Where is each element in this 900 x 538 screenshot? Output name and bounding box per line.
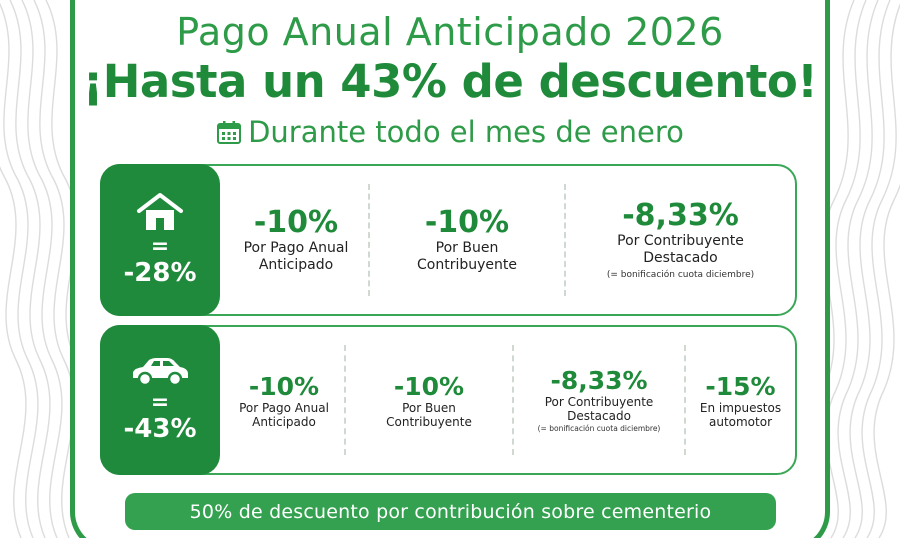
discount-label: Por Contribuyente	[544, 395, 654, 409]
property-item-advance-payment: -10% Por Pago Anual Anticipado	[224, 166, 368, 314]
discount-label: Anticipado	[252, 414, 316, 429]
property-badge: = -28%	[100, 164, 220, 316]
discount-label: Por Contribuyente	[617, 233, 744, 249]
discount-label: Por Buen	[435, 240, 499, 256]
discount-percent: -10%	[424, 205, 510, 240]
property-discount-panel: = -28% -10% Por Pago Anual Anticipado -1…	[100, 164, 797, 316]
discount-label: En impuestos	[699, 400, 782, 415]
discount-percent: -10%	[248, 371, 320, 401]
discount-percent: -8,33%	[622, 198, 739, 233]
vehicle-item-advance-payment: -10% Por Pago Anual Anticipado	[224, 327, 344, 473]
vehicle-item-outstanding-taxpayer: -8,33% Por Contribuyente Destacado (= bo…	[514, 327, 684, 473]
discount-label: Por Pago Anual	[239, 400, 329, 415]
dashed-divider	[368, 184, 370, 296]
topographic-lines-left	[0, 0, 87, 538]
vehicle-item-auto-tax: -15% En impuestos automotor	[686, 327, 795, 473]
equals-sign: =	[150, 234, 170, 259]
equals-sign: =	[150, 390, 170, 415]
property-total-discount: -28%	[123, 258, 197, 288]
discount-note: (= bonificación cuota diciembre)	[537, 424, 661, 433]
discount-label: Destacado	[643, 250, 718, 266]
subtitle-row: Durante todo el mes de enero	[0, 115, 900, 149]
discount-note: (= bonificación cuota diciembre)	[606, 270, 755, 280]
property-item-good-taxpayer: -10% Por Buen Contribuyente	[370, 166, 564, 314]
discount-percent: -8,33%	[550, 366, 648, 395]
vehicle-badge: = -43%	[100, 325, 220, 475]
dashed-divider	[684, 345, 686, 455]
calendar-icon	[217, 121, 242, 144]
discount-label: Por Buen	[402, 400, 456, 415]
page-title: Pago Anual Anticipado 2026	[176, 10, 724, 54]
discount-label: Anticipado	[258, 257, 334, 273]
dashed-divider	[512, 345, 514, 455]
property-item-outstanding-taxpayer: -8,33% Por Contribuyente Destacado (= bo…	[566, 166, 795, 314]
vehicle-discount-panel: = -43% -10% Por Pago Anual Anticipado -1…	[100, 325, 797, 475]
discount-label: Por Pago Anual	[243, 240, 349, 256]
car-icon	[133, 358, 188, 387]
dashed-divider	[564, 184, 566, 296]
discount-label: Destacado	[567, 409, 631, 423]
discount-percent: -15%	[705, 371, 776, 401]
discount-percent: -10%	[393, 371, 465, 401]
discount-percent: -10%	[253, 205, 339, 240]
discount-label: Contribuyente	[417, 257, 517, 273]
subtitle: Durante todo el mes de enero	[248, 115, 684, 149]
cemetery-discount-banner: 50% de descuento por contribución sobre …	[125, 493, 776, 530]
discount-label: Contribuyente	[386, 414, 472, 429]
discount-label: automotor	[708, 414, 773, 429]
cemetery-discount-text: 50% de descuento por contribución sobre …	[189, 500, 712, 523]
vehicle-total-discount: -43%	[123, 414, 197, 444]
discount-headline: ¡Hasta un 43% de descuento!	[82, 55, 818, 108]
vehicle-item-good-taxpayer: -10% Por Buen Contribuyente	[346, 327, 512, 473]
house-icon	[137, 193, 183, 230]
dashed-divider	[344, 345, 346, 455]
